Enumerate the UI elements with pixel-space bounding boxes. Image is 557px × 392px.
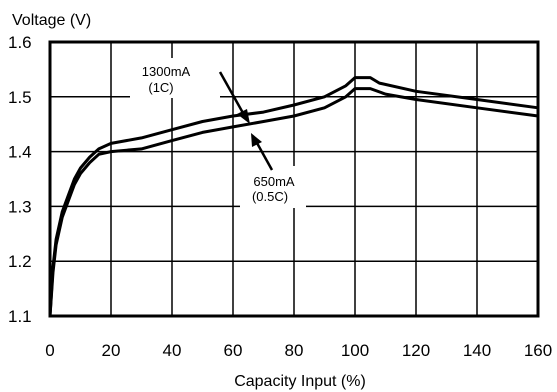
plot-frame — [48, 40, 540, 318]
annotation-1300ma-arrow — [218, 71, 245, 114]
annotation-1300ma-line2: (1C) — [148, 80, 173, 95]
y-tick-label: 1.4 — [8, 143, 32, 162]
y-tick-label: 1.3 — [8, 197, 32, 216]
y-tick-label: 1.5 — [8, 88, 32, 107]
y-tick-label: 1.2 — [8, 252, 32, 271]
x-tick-label: 80 — [285, 341, 304, 360]
series-line-1300ma — [48, 76, 539, 317]
x-tick-label: 160 — [524, 341, 552, 360]
annotation-650ma: 650mA (0.5C) — [240, 133, 306, 208]
x-axis-title: Capacity Input (%) — [234, 373, 366, 390]
x-tick-label: 100 — [341, 341, 369, 360]
annotation-650ma-line2: (0.5C) — [252, 189, 288, 204]
annotation-650ma-arrowhead — [251, 133, 262, 147]
y-axis-title: Voltage (V) — [12, 12, 91, 29]
series-line-650ma — [48, 87, 539, 317]
y-tick-label: 1.1 — [8, 307, 32, 326]
annotation-650ma-line1: 650mA — [253, 174, 295, 189]
annotation-1300ma: 1300mA (1C) — [130, 58, 250, 124]
y-tick-label: 1.6 — [8, 33, 32, 52]
tick-labels: 0 20 40 60 80 100 120 140 160 1.1 1.2 1.3 1.4 1.5 1.6 — [8, 33, 552, 360]
x-tick-label: 120 — [402, 341, 430, 360]
x-tick-label: 40 — [163, 341, 182, 360]
x-tick-label: 60 — [224, 341, 243, 360]
x-tick-label: 0 — [45, 341, 54, 360]
x-tick-label: 20 — [102, 341, 121, 360]
annotation-1300ma-arrowhead — [237, 109, 250, 124]
annotation-1300ma-line1: 1300mA — [142, 64, 191, 79]
series-lines — [48, 76, 539, 317]
x-tick-label: 140 — [463, 341, 491, 360]
annotation-650ma-arrow — [255, 142, 274, 171]
